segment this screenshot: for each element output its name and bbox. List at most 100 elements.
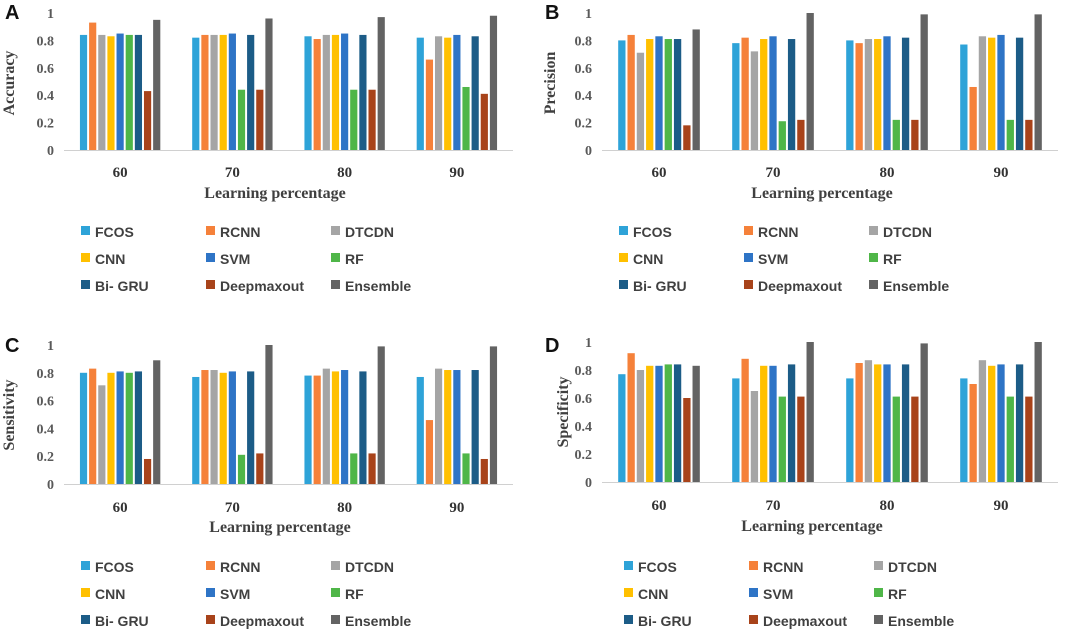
- y-axis-label: Specificity: [555, 376, 572, 447]
- bar-deepmaxout-80: [368, 453, 376, 484]
- bar-svm-80: [883, 36, 891, 150]
- bar-svm-70: [769, 36, 777, 150]
- legend-label: RCNN: [220, 559, 260, 575]
- legend-swatch-fcos: [81, 561, 90, 570]
- bar-ensemble-90: [1034, 342, 1042, 482]
- bar-svm-70: [228, 371, 236, 484]
- y-tick-label: 0: [47, 144, 54, 159]
- legend-label: SVM: [758, 251, 788, 267]
- bar-rf-90: [1006, 119, 1014, 150]
- legend-swatch-fcos: [619, 226, 628, 235]
- x-axis-label: Learning percentage: [751, 185, 892, 202]
- bar-rcnn-80: [855, 43, 863, 150]
- legend-label: SVM: [763, 586, 793, 602]
- bar-bi-gru-80: [359, 34, 367, 150]
- bar-bi-gru-70: [247, 34, 255, 150]
- bar-cnn-90: [988, 365, 996, 482]
- legend-label: Bi- GRU: [95, 613, 149, 629]
- legend-label: RF: [883, 251, 902, 267]
- bar-dtcdn-90: [978, 36, 987, 150]
- bar-rcnn-60: [627, 353, 635, 482]
- legend-label: Ensemble: [345, 278, 411, 294]
- bar-deepmaxout-60: [683, 125, 691, 150]
- legend-swatch-svm: [206, 588, 215, 597]
- legend-swatch-dtcdn: [331, 226, 340, 235]
- y-tick-label: 0.6: [575, 62, 593, 77]
- bar-rcnn-70: [201, 34, 209, 150]
- bar-bi-gru-80: [901, 364, 910, 482]
- legend-swatch-ensemble: [331, 615, 340, 624]
- bar-bi-gru-90: [471, 36, 479, 150]
- bar-fcos-70: [192, 376, 200, 484]
- bar-fcos-90: [960, 44, 968, 151]
- bar-cnn-80: [331, 371, 340, 484]
- bar-ensemble-60: [153, 360, 161, 484]
- legend-swatch-ensemble: [874, 615, 883, 624]
- legend-swatch-cnn: [619, 253, 628, 262]
- legend-swatch-fcos: [624, 561, 633, 570]
- x-axis-label: Learning percentage: [741, 518, 882, 535]
- bar-bi-gru-70: [787, 364, 796, 482]
- bar-dtcdn-60: [98, 34, 106, 150]
- bar-deepmaxout-70: [797, 396, 805, 482]
- bar-dtcdn-70: [750, 391, 759, 482]
- bar-dtcdn-60: [636, 370, 645, 482]
- bar-deepmaxout-70: [256, 89, 264, 150]
- bar-bi-gru-60: [673, 39, 682, 150]
- bar-svm-60: [116, 371, 124, 484]
- legend-swatch-rcnn: [206, 561, 215, 570]
- legend-label: FCOS: [638, 559, 677, 575]
- bar-deepmaxout-90: [480, 458, 488, 484]
- bar-rcnn-70: [201, 370, 209, 484]
- y-tick-label: 0.8: [37, 34, 55, 49]
- bar-fcos-90: [416, 37, 424, 150]
- x-tick-label: 90: [449, 165, 464, 181]
- x-tick-label: 90: [994, 165, 1009, 181]
- x-tick-label: 80: [880, 165, 895, 181]
- bar-svm-90: [997, 34, 1005, 150]
- legend-label: Bi- GRU: [95, 278, 149, 294]
- bar-bi-gru-90: [1015, 364, 1024, 482]
- y-tick-label: 1: [585, 336, 592, 351]
- bar-ensemble-80: [920, 14, 928, 151]
- x-tick-label: 80: [880, 498, 895, 514]
- bar-ensemble-70: [265, 345, 273, 484]
- bar-svm-60: [655, 365, 663, 482]
- x-tick-label: 70: [225, 165, 240, 181]
- legend-swatch-cnn: [624, 588, 633, 597]
- bar-bi-gru-80: [359, 371, 367, 484]
- bar-dtcdn-80: [864, 39, 873, 150]
- bar-rf-80: [892, 119, 900, 150]
- bar-bi-gru-70: [787, 39, 796, 150]
- bar-ensemble-90: [489, 346, 498, 484]
- x-axis-label: Learning percentage: [204, 185, 345, 202]
- bar-fcos-60: [618, 40, 626, 150]
- legend-swatch-cnn: [81, 588, 90, 597]
- bar-rf-90: [462, 453, 470, 484]
- bar-dtcdn-80: [322, 34, 330, 150]
- bar-ensemble-60: [692, 29, 700, 150]
- chart-panel-c: C 0 0.2 0.4 0.6 0.8 1 60 70 80 90 Sensitivity Learni…: [1, 335, 513, 629]
- bar-deepmaxout-60: [143, 91, 152, 150]
- bar-cnn-60: [646, 39, 654, 150]
- y-tick-label: 0.6: [575, 392, 593, 407]
- bar-rf-60: [664, 364, 672, 482]
- legend-label: SVM: [220, 586, 250, 602]
- legend-swatch-cnn: [81, 253, 90, 262]
- y-tick-label: 1: [47, 339, 54, 354]
- bar-cnn-60: [646, 365, 654, 482]
- legend-swatch-deepmaxout: [206, 615, 215, 624]
- bar-cnn-90: [444, 370, 452, 484]
- bar-rf-70: [237, 89, 246, 150]
- panel-letter: A: [5, 2, 19, 24]
- y-tick-label: 0: [585, 144, 592, 159]
- legend-label: DTCDN: [345, 224, 394, 240]
- x-tick-label: 60: [113, 500, 128, 516]
- bar-dtcdn-60: [636, 52, 645, 151]
- bar-dtcdn-60: [98, 385, 106, 484]
- bar-rf-90: [1006, 396, 1014, 482]
- legend-label: FCOS: [95, 224, 134, 240]
- bar-ensemble-60: [153, 19, 161, 150]
- bar-bi-gru-60: [134, 34, 143, 150]
- bar-cnn-80: [874, 364, 882, 482]
